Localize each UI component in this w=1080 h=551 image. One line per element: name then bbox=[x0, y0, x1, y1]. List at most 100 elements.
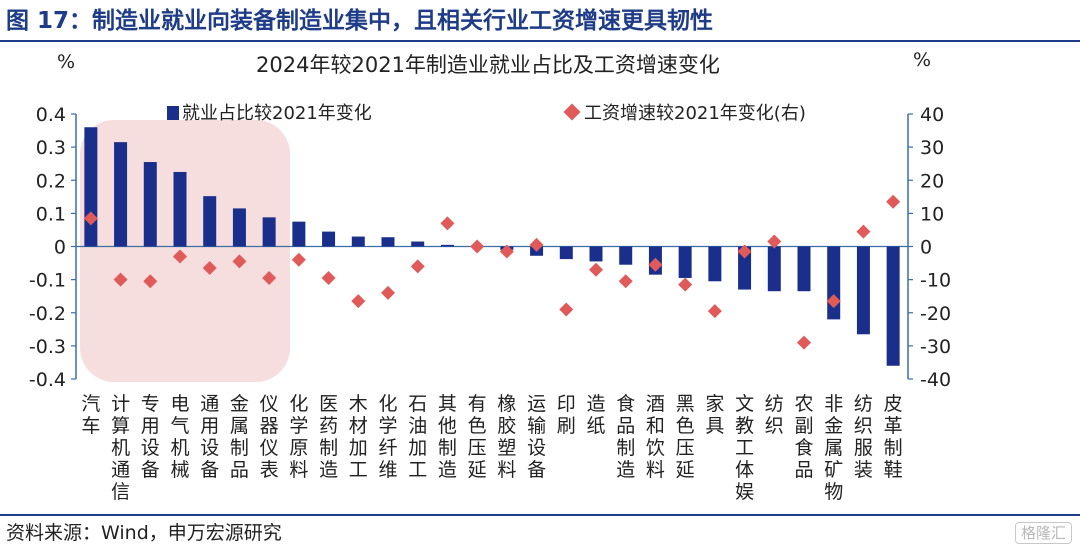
x-tick-label: 医药制造 bbox=[319, 393, 338, 481]
x-tick-label: 石油加工 bbox=[408, 393, 427, 481]
x-tick-label: 橡胶塑料 bbox=[497, 393, 516, 481]
legend-bar-swatch bbox=[167, 106, 179, 120]
right-tick-label: 40 bbox=[920, 104, 944, 126]
x-tick-label: 皮革制鞋 bbox=[884, 393, 903, 481]
highlight-box bbox=[80, 120, 290, 382]
left-tick-label: -0.4 bbox=[29, 369, 66, 391]
marker bbox=[470, 239, 485, 254]
left-tick-label: 0 bbox=[54, 237, 66, 259]
x-tick-label: 纺织服装 bbox=[854, 393, 873, 481]
right-tick-label: 10 bbox=[920, 203, 944, 225]
x-tick-label: 计算机通信 bbox=[111, 393, 130, 503]
x-tick-label: 酒和饮料 bbox=[646, 393, 665, 481]
left-tick-label: 0.1 bbox=[36, 203, 66, 225]
legend-marker-label: 工资增速较2021年变化(右) bbox=[584, 103, 806, 124]
source-rule bbox=[0, 514, 1080, 516]
x-tick-label: 汽车 bbox=[81, 393, 100, 437]
x-tick-label: 金属制品 bbox=[230, 393, 249, 481]
bar bbox=[114, 142, 128, 247]
x-tick-label: 其他制造 bbox=[438, 393, 457, 481]
x-tick-label: 黑色压延 bbox=[676, 393, 695, 481]
highlight-layer bbox=[80, 120, 290, 382]
legend: 就业占比较2021年变化 工资增速较2021年变化(右) bbox=[167, 103, 806, 124]
marker bbox=[826, 294, 841, 309]
right-tick-label: -20 bbox=[920, 303, 951, 325]
marker bbox=[737, 244, 752, 259]
left-tick-label: -0.1 bbox=[29, 270, 66, 292]
marker bbox=[113, 272, 128, 287]
right-tick-label: 20 bbox=[920, 170, 944, 192]
bar bbox=[322, 231, 336, 247]
right-tick-label: -10 bbox=[920, 270, 951, 292]
marker bbox=[767, 234, 782, 249]
x-tick-label: 专用设备 bbox=[141, 393, 160, 481]
x-tick-label: 家具 bbox=[705, 393, 724, 437]
marker bbox=[589, 262, 603, 277]
marker bbox=[797, 335, 811, 350]
bar bbox=[173, 171, 187, 247]
left-tick-label: -0.3 bbox=[29, 336, 66, 358]
x-tick-label: 有色压延 bbox=[468, 393, 487, 481]
x-tick-label: 运输设备 bbox=[527, 393, 546, 481]
right-tick-label: -40 bbox=[920, 369, 951, 391]
x-tick-label: 造纸 bbox=[586, 393, 605, 437]
marker bbox=[707, 304, 722, 319]
figure-title: 图 17：制造业就业向装备制造业集中，且相关行业工资增速更具韧性 bbox=[6, 8, 714, 34]
bar bbox=[738, 246, 752, 290]
marker bbox=[440, 216, 455, 231]
bar bbox=[411, 241, 425, 247]
marker bbox=[886, 194, 901, 209]
title-rule bbox=[0, 40, 1080, 42]
marker bbox=[410, 259, 425, 274]
x-tick-label: 非金属矿物 bbox=[824, 393, 843, 503]
bar bbox=[203, 196, 217, 247]
bar bbox=[232, 208, 246, 247]
marker bbox=[83, 211, 98, 226]
x-tick-label: 电气机械 bbox=[170, 393, 189, 481]
marker bbox=[262, 270, 277, 285]
bar bbox=[262, 217, 276, 247]
marker bbox=[381, 285, 395, 300]
marker bbox=[143, 274, 158, 289]
x-tick-labels: 汽车计算机通信专用设备电气机械通用设备金属制品仪器仪表化学原料医药制造木材加工化… bbox=[81, 393, 902, 503]
bar bbox=[381, 237, 395, 247]
bar bbox=[767, 246, 781, 292]
bar bbox=[797, 246, 811, 292]
bar bbox=[827, 246, 841, 320]
right-tick-label: 0 bbox=[920, 237, 932, 259]
chart-title: 2024年较2021年制造业就业占比及工资增速变化 bbox=[256, 53, 720, 77]
marker bbox=[678, 277, 693, 292]
markers-layer bbox=[83, 194, 901, 350]
marker bbox=[351, 294, 366, 309]
left-axis-unit: % bbox=[57, 51, 75, 73]
axes-layer: 0.4 40 0.3 30 0.2 20 0.1 10 0 0 -0.1 -10 -0.2 -20 -0.3… bbox=[29, 104, 951, 391]
right-axis-unit: % bbox=[913, 49, 931, 71]
left-tick-label: 0.3 bbox=[36, 137, 66, 159]
chart: 2024年较2021年制造业就业占比及工资增速变化 % % 就业占比较2021年… bbox=[29, 49, 951, 503]
bar bbox=[708, 246, 722, 282]
watermark: 格隆汇 bbox=[1014, 522, 1072, 544]
x-tick-label: 文教工体娱 bbox=[735, 393, 754, 503]
marker bbox=[856, 224, 871, 239]
marker bbox=[648, 257, 663, 272]
marker bbox=[202, 261, 217, 276]
marker bbox=[291, 252, 306, 267]
marker bbox=[173, 249, 187, 264]
x-tick-label: 木材加工 bbox=[349, 393, 368, 481]
legend-marker-swatch bbox=[563, 103, 581, 121]
marker bbox=[529, 237, 544, 252]
bar bbox=[143, 162, 157, 247]
marker bbox=[618, 274, 633, 289]
bar bbox=[589, 246, 603, 262]
bar bbox=[619, 246, 633, 265]
x-tick-label: 食品制造 bbox=[616, 393, 635, 481]
bar bbox=[351, 236, 365, 247]
source-note: 资料来源：Wind，申万宏源研究 bbox=[6, 522, 282, 544]
bar bbox=[559, 246, 573, 260]
x-tick-label: 纺织 bbox=[765, 393, 784, 437]
marker bbox=[321, 270, 336, 285]
bar bbox=[440, 244, 454, 247]
right-tick-label: 30 bbox=[920, 137, 944, 159]
marker bbox=[559, 302, 574, 317]
bars-layer bbox=[84, 127, 900, 366]
